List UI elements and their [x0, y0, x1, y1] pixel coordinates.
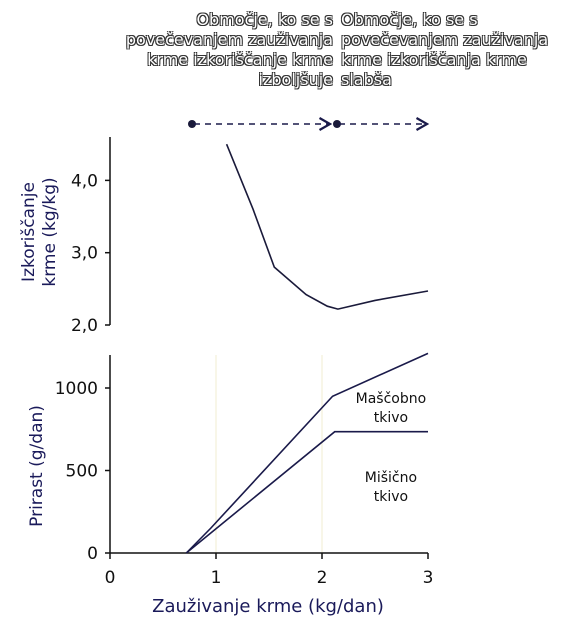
total-growth-line	[185, 352, 429, 554]
growth-y-tick-label: 500	[66, 462, 98, 482]
muscle-growth-line	[185, 430, 428, 554]
growth-x-tick-label: 1	[211, 568, 222, 588]
growth-y-tick-label: 1000	[55, 379, 98, 399]
region-label-line: tkivo	[374, 410, 408, 426]
region-label-line: Maščobno	[356, 391, 427, 407]
growth-x-tick-label: 3	[423, 568, 434, 588]
growth-y-axis-label: Prirast (g/dan)	[27, 405, 47, 527]
efficiency-panel: 4,0 3,0 2,0 Izkoriščanjekrme (kg/kg)	[19, 137, 429, 336]
region-label-line: tkivo	[374, 489, 408, 505]
muscle-tissue-label: Mišično tkivo	[365, 470, 417, 505]
growth-x-tick-label: 0	[105, 568, 116, 588]
note-line: izboljšuje	[258, 70, 333, 89]
region-note-worsening: Območje, ko se s povečevanjem zauživanja…	[341, 10, 579, 90]
note-line: slabša	[341, 70, 392, 89]
efficiency-y-axis-label-line: krme (kg/kg)	[40, 177, 60, 286]
fat-tissue-label: Maščobno tkivo	[356, 391, 427, 426]
note-line: krme izkoriščanja krme	[341, 50, 527, 69]
range-start-dot	[188, 120, 196, 128]
efficiency-y-tick-label: 2,0	[71, 316, 98, 336]
efficiency-y-axis-label: Izkoriščanjekrme (kg/kg)	[19, 177, 60, 286]
region-label-line: Mišično	[365, 470, 417, 486]
efficiency-y-tick-label: 4,0	[71, 171, 98, 191]
growth-y-tick-label: 0	[87, 544, 98, 564]
efficiency-y-axis-label-line: Izkoriščanje	[19, 182, 39, 282]
note-line: povečevanjem zauživanja	[341, 30, 549, 49]
efficiency-y-tick-label: 3,0	[71, 244, 98, 264]
growth-x-axis-label: Zauživanje krme (kg/dan)	[152, 596, 384, 617]
note-line: Območje, ko se s	[196, 10, 333, 29]
growth-x-tick-label: 2	[317, 568, 328, 588]
growth-panel: 1000 500 00 1 2 3 Prirast (g/dan) Zauživanje kr…	[27, 352, 434, 617]
region-note-improving: Območje, ko se s povečevanjem zauživanja…	[0, 10, 333, 90]
note-line: povečevanjem zauživanja	[125, 30, 333, 49]
range-mid-dot	[333, 120, 341, 128]
note-line: Območje, ko se s	[341, 10, 478, 29]
note-line: krme izkoriščanje krme	[147, 50, 333, 69]
efficiency-line	[225, 143, 429, 310]
